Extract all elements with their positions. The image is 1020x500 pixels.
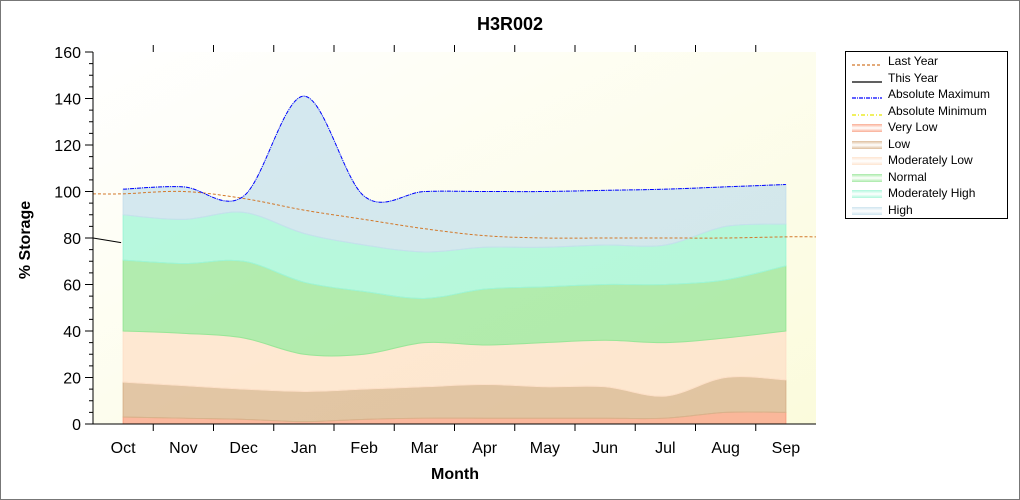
- legend-label: Absolute Maximum: [888, 87, 991, 101]
- x-tick-label: Sep: [772, 440, 801, 457]
- x-tick-label: Jan: [291, 440, 317, 457]
- legend-label: Moderately High: [888, 186, 976, 200]
- legend-swatch: [852, 140, 882, 149]
- legend-swatch: [852, 124, 882, 132]
- y-tick-label: 100: [54, 185, 81, 202]
- legend-label: Very Low: [888, 120, 938, 134]
- line-absolute-maximum: [123, 95, 786, 203]
- legend-label: This Year: [888, 70, 939, 85]
- legend-swatch: [852, 190, 882, 198]
- legend-item: Absolute Minimum: [846, 104, 1006, 120]
- x-tick-label: Mar: [411, 440, 439, 457]
- y-tick-label: 120: [54, 138, 81, 155]
- legend-item: Normal: [846, 170, 1006, 186]
- legend-label: Moderately Low: [888, 153, 973, 167]
- legend-item: High: [846, 203, 1006, 219]
- x-tick-label: Nov: [169, 440, 197, 457]
- legend-label: Last Year: [888, 54, 939, 68]
- legend-item: Moderately High: [846, 186, 1006, 202]
- legend-line-swatch: [852, 108, 882, 116]
- x-tick-label: Dec: [229, 440, 257, 457]
- y-tick-label: 60: [63, 278, 81, 295]
- chart-title: H3R002: [476, 14, 544, 34]
- x-tick-label: Aug: [711, 440, 739, 457]
- legend-item: This Year: [846, 71, 1006, 87]
- x-tick-label: May: [530, 440, 560, 457]
- legend-line-swatch: [852, 58, 882, 66]
- legend-item: Very Low: [846, 120, 1006, 136]
- legend-item: Low: [846, 137, 1006, 153]
- y-tick-label: 140: [54, 92, 81, 109]
- plot-area: 0 20 40 60 80 100 120 140 160 Oct Nov Dec Jan Feb Mar A…: [54, 45, 817, 457]
- legend-swatch: [852, 173, 882, 182]
- legend-line-swatch: [852, 91, 882, 99]
- legend-line-swatch: [852, 75, 882, 83]
- y-tick-label: 40: [63, 324, 81, 341]
- legend-swatch: [852, 206, 882, 215]
- x-tick-label: Jun: [592, 440, 618, 457]
- legend-item: Absolute Maximum: [846, 87, 1006, 103]
- legend: Last Year This Year Absolute Maximum Absolu…: [845, 51, 1008, 219]
- x-tick-label: Oct: [111, 440, 136, 457]
- x-axis-label: Month: [431, 466, 479, 483]
- legend-item: Moderately Low: [846, 153, 1006, 169]
- y-tick-label: 20: [63, 371, 81, 388]
- legend-item: Last Year: [846, 54, 1006, 70]
- y-tick-label: 160: [54, 45, 81, 62]
- y-tick-label: 0: [72, 417, 81, 434]
- line-this-year: [92, 237, 122, 244]
- x-tick-label: Feb: [350, 440, 378, 457]
- x-tick-label: Jul: [655, 440, 675, 457]
- line-last-year: [92, 190, 817, 239]
- legend-label: Absolute Minimum: [888, 103, 987, 118]
- legend-label: Normal: [888, 169, 927, 184]
- x-tick-label: Apr: [472, 440, 498, 457]
- legend-label: Low: [888, 136, 911, 151]
- y-tick-label: 80: [63, 231, 81, 248]
- legend-label: High: [888, 202, 913, 217]
- legend-swatch: [852, 157, 882, 165]
